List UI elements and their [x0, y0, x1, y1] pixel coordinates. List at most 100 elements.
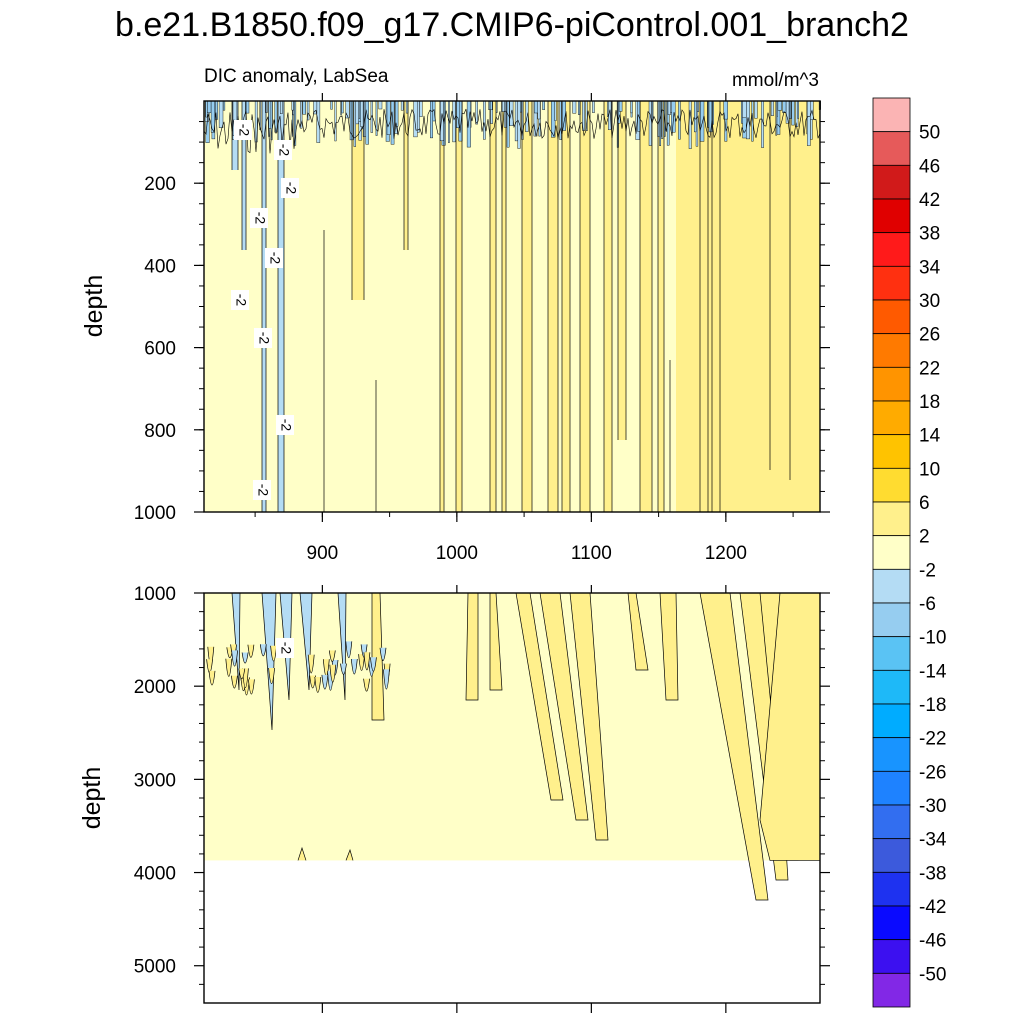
colorbar-swatch — [872, 602, 911, 638]
lower-small-contour — [248, 679, 255, 695]
upper-surface-cell — [430, 100, 434, 139]
upper-y-tick-label: 1000 — [134, 503, 176, 524]
upper-surface-cell — [782, 100, 787, 113]
colorbar-swatch — [872, 400, 911, 436]
lower-small-contour — [370, 657, 377, 672]
colorbar-swatch — [872, 366, 911, 402]
lower-small-contour — [321, 674, 329, 690]
upper-warm-stripe — [640, 101, 652, 512]
lower-small-contour — [340, 663, 347, 675]
lower-small-contour — [238, 668, 246, 680]
upper-surface-cell — [330, 100, 333, 110]
contour-label: -2 — [283, 182, 299, 195]
colorbar: 50 46 42 38 34 30 26 22 18 14 10 6 2 -2 -6 -10 -14 -18 -22… — [872, 97, 947, 1008]
lower-small-contour — [208, 670, 216, 686]
upper-surface-cell — [452, 100, 456, 143]
colorbar-label: 50 — [919, 123, 940, 144]
colorbar-label: 38 — [919, 224, 940, 245]
colorbar-swatch — [872, 97, 911, 133]
colorbar-swatch — [872, 939, 911, 974]
upper-negative-stripe — [242, 101, 246, 250]
upper-warm-stripe — [490, 101, 496, 512]
lower-small-contour — [363, 652, 371, 671]
upper-negative-stripe — [278, 101, 284, 512]
upper-surface-cell — [592, 100, 595, 113]
colorbar-label: 2 — [919, 527, 930, 548]
contour-label-box — [274, 140, 292, 160]
contour-label-box — [276, 638, 294, 658]
colorbar-swatch — [872, 568, 911, 604]
colorbar-swatch — [872, 232, 911, 267]
colorbar-label: 46 — [919, 156, 940, 177]
upper-warm-stripe — [618, 101, 626, 440]
lower-small-contour — [345, 641, 353, 659]
upper-surface-cell — [797, 100, 799, 119]
upper-warm-stripe — [712, 101, 720, 512]
contour-label: -2 — [278, 419, 294, 432]
colorbar-label: -42 — [919, 897, 946, 918]
lower-small-contour — [259, 644, 267, 657]
upper-surface-cell — [688, 100, 692, 149]
lower-depth-panel: -2 1000 2000 3000 4000 5000 depth — [78, 584, 830, 1013]
upper-surface-cell — [554, 100, 557, 121]
upper-surface-cell — [506, 100, 510, 148]
upper-depth-panel: -2 -2 -2 -2 -2 -2 -2 -2 -2 900 1000 1100 1200 200 400… — [80, 93, 830, 564]
colorbar-label: 10 — [919, 459, 940, 480]
contour-label: -2 — [278, 642, 294, 655]
lower-small-contour — [314, 676, 322, 693]
colorbar-label: -50 — [919, 964, 946, 985]
colorbar-swatch — [872, 871, 911, 907]
lower-y-tick-label: 5000 — [134, 957, 176, 978]
colorbar-label: 42 — [919, 190, 940, 211]
upper-surface-cell — [694, 100, 697, 133]
upper-warm-stripe — [404, 101, 408, 250]
upper-surface-cell — [648, 100, 652, 146]
subtitle-left: DIC anomaly, LabSea — [204, 66, 389, 87]
colorbar-swatch — [872, 770, 911, 806]
upper-surface-cell — [618, 100, 623, 112]
lower-small-contour — [231, 675, 238, 689]
upper-surface-cell — [777, 100, 783, 111]
upper-warm-stripe — [658, 101, 664, 512]
upper-anomaly-fill — [204, 100, 821, 512]
upper-surface-cell — [746, 100, 750, 140]
colorbar-swatch — [872, 265, 911, 301]
lower-bottom-bump — [345, 848, 354, 861]
colorbar-label: -18 — [919, 695, 946, 716]
lower-y-tick-label: 1000 — [134, 584, 176, 605]
lower-small-contour — [241, 652, 249, 664]
upper-surface-cell — [291, 100, 294, 111]
colorbar-label: -2 — [919, 560, 936, 581]
colorbar-swatch — [872, 737, 911, 772]
chart-title: b.e21.B1850.f09_g17.CMIP6-piControl.001_… — [115, 6, 909, 44]
lower-anomaly-fill — [204, 592, 821, 901]
upper-warm-stripe — [456, 101, 462, 512]
lower-small-contour — [350, 658, 358, 675]
colorbar-label: 14 — [919, 426, 941, 447]
upper-warm-stripe — [522, 101, 532, 512]
contour-label-box — [265, 248, 283, 268]
upper-warm-stripe — [562, 101, 570, 512]
colorbar-label: -46 — [919, 931, 946, 952]
upper-surface-cell — [791, 100, 795, 126]
upper-warm-stripe — [700, 101, 708, 512]
upper-surface-cell — [542, 100, 545, 110]
upper-y-tick-label: 200 — [144, 174, 176, 195]
upper-y-tick-label: 400 — [144, 256, 176, 277]
colorbar-label: -30 — [919, 796, 946, 817]
colorbar-label: -34 — [919, 830, 947, 851]
upper-surface-cell — [661, 100, 664, 139]
contour-label-box — [276, 415, 294, 435]
upper-warm-region — [676, 101, 820, 512]
lower-small-contour — [231, 650, 238, 667]
upper-surface-cell — [807, 100, 811, 146]
colorbar-label: 26 — [919, 325, 940, 346]
lower-warm-plume — [465, 592, 479, 701]
contour-label: -2 — [252, 212, 268, 225]
lower-y-tick-label: 4000 — [134, 864, 176, 885]
lower-small-contour — [328, 650, 336, 662]
lower-contour-labels: -2 — [276, 638, 294, 658]
contour-label-box — [281, 178, 299, 198]
upper-surface-cell — [630, 100, 633, 114]
